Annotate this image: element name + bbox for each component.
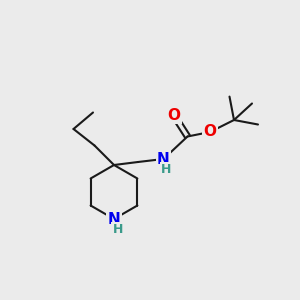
Text: H: H xyxy=(161,163,172,176)
Text: O: O xyxy=(203,124,217,140)
Text: O: O xyxy=(167,108,181,123)
Text: N: N xyxy=(157,152,170,166)
Text: H: H xyxy=(112,223,123,236)
Text: N: N xyxy=(108,212,120,226)
